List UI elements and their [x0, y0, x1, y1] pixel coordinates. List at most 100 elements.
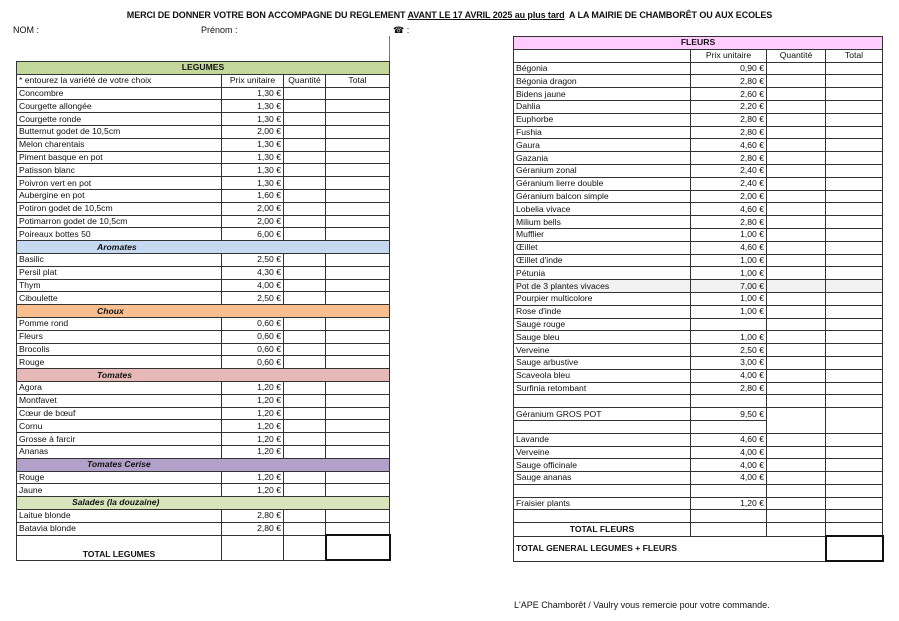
quantity-input[interactable] [766, 74, 826, 89]
quantity-input[interactable] [766, 151, 826, 165]
total-cell[interactable] [825, 394, 883, 409]
total-cell[interactable] [825, 483, 883, 498]
total-cell[interactable] [825, 304, 883, 319]
total-cell[interactable] [325, 483, 390, 498]
quantity-input[interactable] [766, 330, 826, 345]
total-cell[interactable] [325, 112, 390, 126]
quantity-input[interactable] [283, 355, 326, 370]
total-cell[interactable] [325, 214, 390, 229]
total-cell[interactable] [325, 176, 390, 190]
total-cell[interactable] [825, 189, 883, 204]
quantity-input[interactable] [766, 202, 826, 217]
quantity-input[interactable] [283, 150, 326, 165]
total-cell[interactable] [825, 87, 883, 101]
total-cell[interactable] [325, 470, 390, 485]
quantity-input[interactable] [283, 176, 326, 190]
total-cell[interactable] [325, 163, 390, 178]
quantity-input[interactable] [766, 368, 826, 383]
total-cell[interactable] [325, 137, 390, 152]
total-cell[interactable] [325, 393, 390, 408]
total-cell[interactable] [825, 74, 883, 89]
total-cell[interactable] [825, 445, 883, 460]
quantity-input[interactable] [766, 291, 826, 306]
total-legumes-value[interactable] [324, 534, 391, 562]
total-cell[interactable] [325, 150, 390, 165]
quantity-input[interactable] [766, 355, 826, 370]
quantity-input[interactable] [283, 124, 326, 139]
quantity-input[interactable] [283, 265, 326, 280]
total-cell[interactable] [325, 342, 390, 357]
total-cell[interactable] [825, 432, 883, 447]
prenom-field[interactable]: Prénom : [201, 25, 238, 35]
total-cell[interactable] [325, 316, 390, 331]
quantity-input[interactable] [283, 201, 326, 216]
total-cell[interactable] [325, 278, 390, 293]
quantity-input[interactable] [766, 496, 826, 511]
quantity-input[interactable] [766, 483, 826, 498]
total-cell[interactable] [325, 188, 390, 203]
quantity-input[interactable] [766, 432, 826, 447]
quantity-input[interactable] [766, 509, 826, 524]
total-cell[interactable] [825, 266, 883, 281]
total-cell[interactable] [325, 86, 390, 101]
quantity-input[interactable] [283, 432, 326, 446]
total-cell[interactable] [325, 265, 390, 280]
total-cell[interactable] [825, 138, 883, 153]
quantity-input[interactable] [283, 137, 326, 152]
total-cell[interactable] [325, 419, 390, 434]
quantity-input[interactable] [766, 215, 826, 229]
total-cell[interactable] [825, 471, 883, 485]
quantity-input[interactable] [283, 112, 326, 126]
total-cell[interactable] [825, 330, 883, 345]
total-cell[interactable] [825, 163, 883, 178]
quantity-input[interactable] [766, 407, 826, 434]
total-cell[interactable] [325, 99, 390, 114]
quantity-input[interactable] [766, 61, 826, 76]
total-cell[interactable] [825, 61, 883, 76]
quantity-input[interactable] [766, 471, 826, 485]
quantity-input[interactable] [283, 227, 326, 242]
total-cell[interactable] [325, 124, 390, 139]
quantity-input[interactable] [766, 99, 826, 114]
quantity-input[interactable] [283, 470, 326, 485]
quantity-input[interactable] [766, 394, 826, 409]
total-cell[interactable] [825, 279, 883, 293]
quantity-input[interactable] [766, 381, 826, 396]
quantity-input[interactable] [283, 188, 326, 203]
quantity-input[interactable] [766, 163, 826, 178]
total-cell[interactable] [825, 112, 883, 127]
quantity-input[interactable] [766, 253, 826, 268]
quantity-input[interactable] [283, 483, 326, 498]
total-cell[interactable] [825, 355, 883, 370]
total-cell[interactable] [325, 406, 390, 421]
quantity-input[interactable] [283, 419, 326, 434]
quantity-input[interactable] [283, 444, 326, 459]
quantity-input[interactable] [283, 278, 326, 293]
quantity-input[interactable] [283, 214, 326, 229]
total-cell[interactable] [825, 215, 883, 229]
total-cell[interactable] [325, 521, 390, 536]
total-cell[interactable] [325, 329, 390, 344]
quantity-input[interactable] [283, 316, 326, 331]
quantity-input[interactable] [283, 380, 326, 395]
quantity-input[interactable] [766, 458, 826, 473]
total-cell[interactable] [325, 227, 390, 242]
total-cell[interactable] [825, 202, 883, 217]
total-cell[interactable] [825, 496, 883, 511]
total-cell[interactable] [325, 380, 390, 395]
quantity-input[interactable] [766, 176, 826, 191]
total-cell[interactable] [825, 368, 883, 383]
total-cell[interactable] [825, 458, 883, 473]
quantity-input[interactable] [766, 266, 826, 281]
quantity-input[interactable] [283, 291, 326, 306]
quantity-input[interactable] [283, 508, 326, 523]
total-cell[interactable] [325, 355, 390, 370]
quantity-input[interactable] [766, 445, 826, 460]
total-cell[interactable] [325, 508, 390, 523]
quantity-input[interactable] [766, 87, 826, 101]
total-cell[interactable] [825, 291, 883, 306]
total-cell[interactable] [825, 240, 883, 255]
quantity-input[interactable] [766, 279, 826, 293]
total-cell[interactable] [825, 343, 883, 357]
total-cell[interactable] [825, 253, 883, 268]
